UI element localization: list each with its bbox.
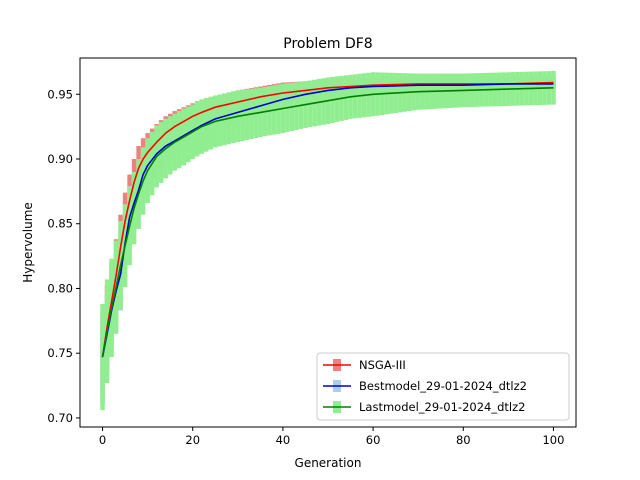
y-axis-label: Hypervolume (21, 202, 35, 283)
x-tick-label: 80 (456, 433, 471, 447)
x-tick-label: 100 (542, 433, 564, 447)
series-line-2 (101, 87, 554, 358)
legend: NSGA-III Bestmodel_29-01-2024_dtlz2 Lastmo… (316, 352, 570, 421)
x-tick-label: 60 (366, 433, 381, 447)
x-tick-label: 40 (276, 433, 291, 447)
legend-label: Bestmodel_29-01-2024_dtlz2 (359, 379, 527, 393)
series-lines (101, 81, 554, 358)
legend-label: Lastmodel_29-01-2024_dtlz2 (359, 400, 525, 414)
legend-item: Bestmodel_29-01-2024_dtlz2 (323, 379, 527, 393)
y-tick-label: 0.70 (47, 411, 73, 425)
y-tick-label: 0.80 (47, 281, 73, 295)
y-tick-label: 0.95 (47, 87, 73, 101)
x-tick-label: 20 (185, 433, 200, 447)
x-axis-label: Generation (295, 456, 362, 470)
x-axis: 0 20 40 60 80 100 (99, 427, 564, 447)
legend-item: NSGA-III (323, 358, 406, 372)
y-tick-label: 0.75 (47, 346, 73, 360)
legend-label: NSGA-III (359, 358, 406, 372)
y-tick-label: 0.85 (47, 217, 73, 231)
x-tick-label: 0 (99, 433, 106, 447)
legend-box (316, 352, 570, 421)
y-axis: 0.70 0.75 0.80 0.85 0.90 0.95 (47, 87, 80, 425)
chart-title: Problem DF8 (283, 36, 372, 52)
plot-frame (79, 57, 577, 428)
legend-item: Lastmodel_29-01-2024_dtlz2 (323, 400, 525, 414)
series-line-0 (101, 81, 554, 358)
y-tick-label: 0.90 (47, 152, 73, 166)
